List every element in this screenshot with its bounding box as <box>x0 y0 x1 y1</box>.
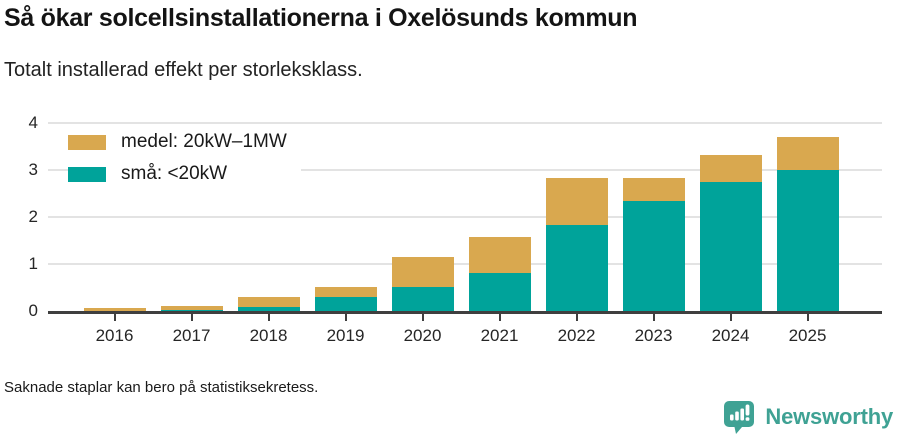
x-tick-label-2018: 2018 <box>249 326 288 345</box>
x-tick-2024 <box>729 314 732 321</box>
x-tick-label-2016: 2016 <box>95 326 134 345</box>
bar-group-2024 <box>692 123 769 321</box>
bar-segment-sma-2020 <box>391 286 454 311</box>
newsworthy-icon <box>724 401 755 434</box>
bar-segment-medel-2024 <box>699 155 762 183</box>
x-tick-label-2023: 2023 <box>634 326 673 345</box>
bar-group-2022 <box>538 123 615 321</box>
x-tick-2017 <box>190 314 193 321</box>
bar-segment-medel-2019 <box>314 287 377 297</box>
x-tick-label-2022: 2022 <box>557 326 596 345</box>
x-tick-label-2021: 2021 <box>480 326 519 345</box>
stacked-bar-2021 <box>468 237 531 311</box>
y-tick-label-3: 3 <box>28 160 38 179</box>
stacked-bar-2022 <box>545 178 608 311</box>
gridline-y4 <box>48 122 882 124</box>
bar-segment-sma-2025 <box>776 170 839 311</box>
bar-segment-medel-2018 <box>237 296 300 307</box>
stacked-bar-2016 <box>83 307 146 311</box>
x-tick-2021 <box>498 314 501 321</box>
bar-segment-sma-2024 <box>699 182 762 311</box>
x-tick-2019 <box>344 314 347 321</box>
legend-swatch-sma <box>68 166 106 182</box>
legend-item-sma: små: <20kW <box>68 163 287 185</box>
bar-group-2025 <box>769 123 846 321</box>
gridline-y3 <box>48 169 882 171</box>
bar-segment-sma-2017 <box>160 309 223 311</box>
bar-segment-sma-2022 <box>545 225 608 311</box>
legend-swatch-medel <box>68 134 106 150</box>
stacked-bar-2019 <box>314 287 377 311</box>
bar-segment-sma-2018 <box>237 306 300 311</box>
bar-group-2019 <box>307 123 384 321</box>
bar-segment-medel-2021 <box>468 237 531 273</box>
y-tick-label-0: 0 <box>28 301 38 320</box>
x-tick-label-2025: 2025 <box>788 326 827 345</box>
x-axis-labels: 2016 2017 2018 2019 2020 2021 2022 2023 2024 2025 <box>48 326 882 346</box>
gridline-y1 <box>48 263 882 265</box>
y-tick-label-1: 1 <box>28 254 38 273</box>
x-tick-2018 <box>267 314 270 321</box>
newsworthy-logo: Newsworthy <box>721 398 893 435</box>
bars-row <box>48 123 882 321</box>
bar-segment-medel-2025 <box>776 136 839 170</box>
y-tick-label-4: 4 <box>28 113 38 132</box>
stacked-bar-2017 <box>160 305 223 311</box>
chart-title: Så ökar solcellsinstallationerna i Oxelö… <box>4 4 638 32</box>
bar-group-2018 <box>230 123 307 321</box>
newsworthy-wordmark: Newsworthy <box>765 403 893 429</box>
bar-segment-medel-2022 <box>545 178 608 225</box>
bar-segment-sma-2019 <box>314 296 377 311</box>
x-tick-label-2020: 2020 <box>403 326 442 345</box>
bar-segment-medel-2017 <box>160 305 223 310</box>
legend-label-sma: små: <20kW <box>121 163 228 184</box>
y-tick-label-2: 2 <box>28 207 38 226</box>
x-tick-2025 <box>806 314 809 321</box>
bar-group-2020 <box>384 123 461 321</box>
chart-subtitle: Totalt installerad effekt per storlekskl… <box>4 59 363 81</box>
bar-segment-sma-2023 <box>622 200 685 311</box>
x-tick-label-2017: 2017 <box>172 326 211 345</box>
stacked-bar-2023 <box>622 178 685 311</box>
x-tick-2023 <box>652 314 655 321</box>
bar-segment-medel-2023 <box>622 178 685 201</box>
bar-segment-sma-2021 <box>468 272 531 311</box>
x-tick-2022 <box>575 314 578 321</box>
x-tick-2016 <box>113 314 116 321</box>
legend: medel: 20kW–1MW små: <20kW <box>68 128 301 188</box>
legend-item-medel: medel: 20kW–1MW <box>68 131 287 153</box>
stacked-bar-2025 <box>776 136 839 311</box>
stacked-bar-2020 <box>391 257 454 311</box>
x-tick-2020 <box>421 314 424 321</box>
bar-segment-medel-2016 <box>83 307 146 311</box>
stacked-bar-2018 <box>237 296 300 311</box>
bar-group-2023 <box>615 123 692 321</box>
bar-group-2016 <box>76 123 153 321</box>
bar-group-2017 <box>153 123 230 321</box>
legend-label-medel: medel: 20kW–1MW <box>121 131 287 152</box>
stacked-bar-2024 <box>699 155 762 311</box>
x-tick-label-2024: 2024 <box>711 326 750 345</box>
footnote: Saknade staplar kan bero på statistiksek… <box>4 379 319 396</box>
x-tick-label-2019: 2019 <box>326 326 365 345</box>
bar-segment-medel-2020 <box>391 257 454 287</box>
plot-area: medel: 20kW–1MW små: <20kW <box>48 122 882 321</box>
gridline-y2 <box>48 216 882 218</box>
bar-group-2021 <box>461 123 538 321</box>
